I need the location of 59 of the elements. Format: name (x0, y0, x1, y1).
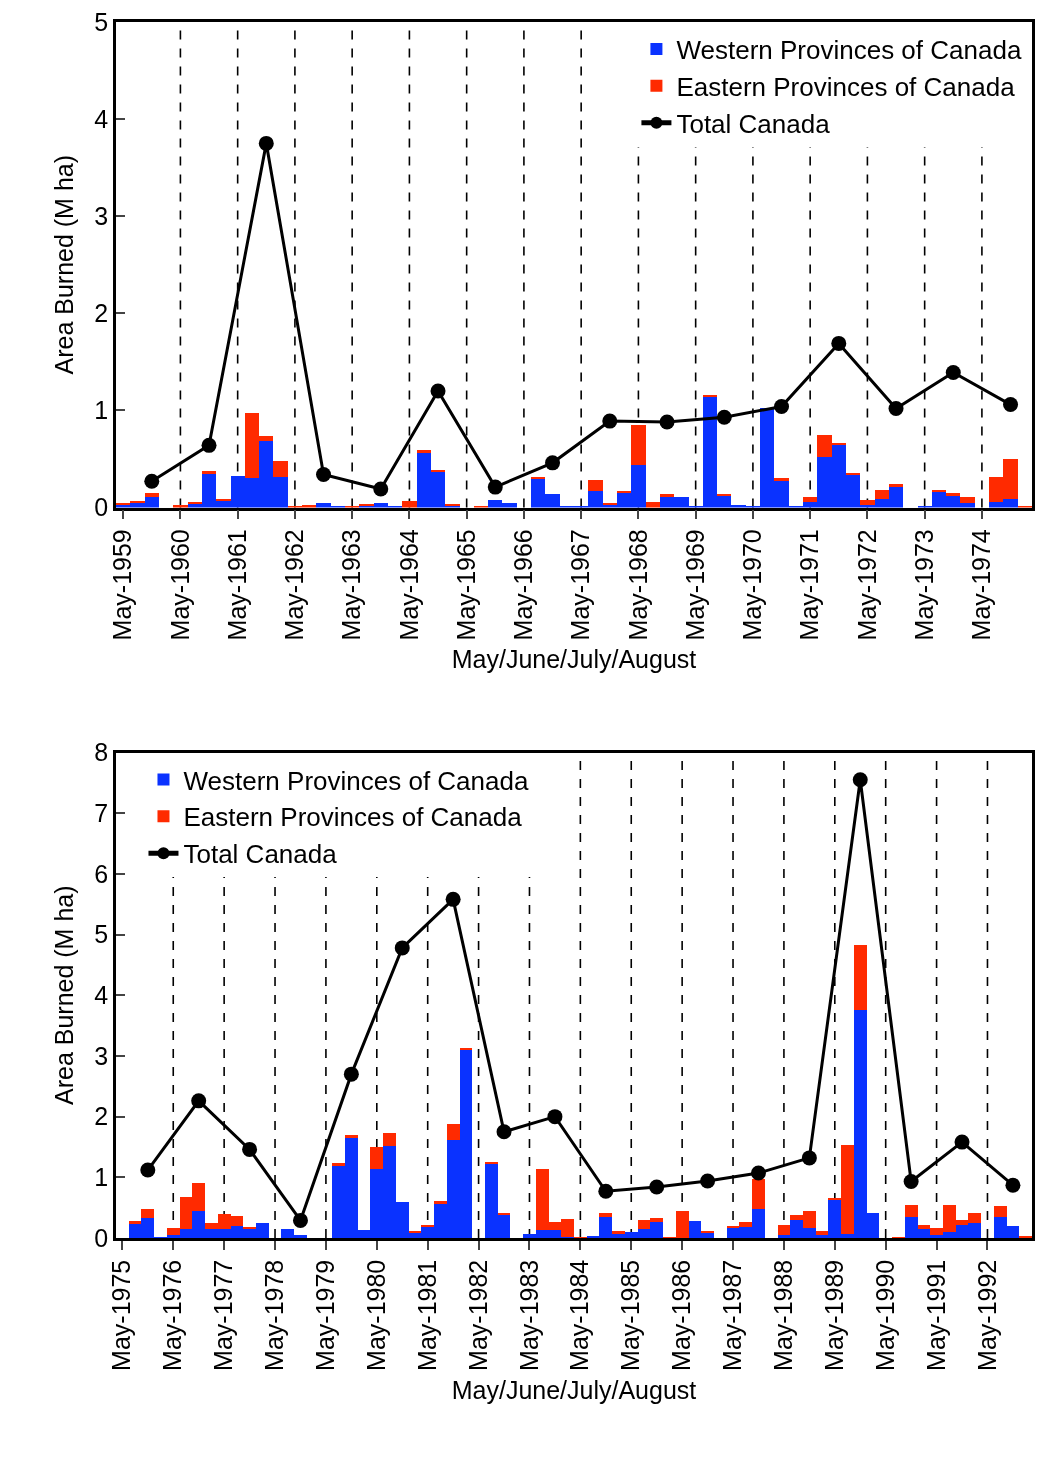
x-tick-label: May-1970 (738, 529, 767, 641)
y-tick-label: 8 (94, 738, 109, 767)
x-tick-label: May-1960 (165, 529, 194, 641)
y-tick-label: 0 (94, 1223, 109, 1252)
x-tick-label: May-1966 (509, 529, 538, 641)
x-tick-label: May-1983 (514, 1259, 543, 1371)
legend-label: Total Canada (183, 839, 338, 870)
x-tick-label: May-1971 (795, 529, 824, 641)
x-tick-label: May-1987 (718, 1259, 747, 1371)
y-tick-label: 3 (94, 1041, 109, 1070)
legend-label: Western Provinces of Canada (183, 765, 529, 796)
y-axis-title: Area Burned (M ha) (50, 885, 79, 1106)
legend-label: Eastern Provinces of Canada (676, 71, 1016, 102)
x-tick-label: May-1980 (361, 1259, 390, 1371)
x-tick-label: May-1978 (260, 1259, 289, 1371)
x-tick-label: May-1968 (623, 529, 652, 641)
x-tick-label: May-1988 (769, 1259, 798, 1371)
x-tick-label: May-1963 (337, 529, 366, 641)
y-tick-label: 1 (94, 396, 109, 425)
x-tick-label: May-1979 (311, 1259, 340, 1371)
y-tick-label: 7 (94, 798, 109, 827)
x-tick-label: May-1985 (616, 1259, 645, 1371)
x-tick-label: May-1989 (819, 1259, 848, 1371)
y-tick-label: 0 (94, 493, 109, 522)
x-tick-label: May-1967 (566, 529, 595, 641)
x-tick-label: May-1974 (967, 529, 996, 641)
x-tick-label: May-1965 (451, 529, 480, 641)
legend-label: Total Canada (676, 108, 831, 139)
x-axis-title: May/June/July/August (451, 1375, 697, 1404)
x-tick-label: May-1972 (852, 529, 881, 641)
x-tick-label: May-1975 (107, 1259, 136, 1371)
y-tick-label: 2 (94, 1102, 109, 1131)
x-tick-label: May-1959 (108, 529, 137, 641)
y-tick-label: 1 (94, 1163, 109, 1192)
y-tick-label: 4 (94, 104, 109, 133)
y-axis-title: Area Burned (M ha) (50, 154, 79, 375)
x-tick-label: May-1976 (158, 1259, 187, 1371)
x-tick-label: May-1990 (870, 1259, 899, 1371)
legend-label: Western Provinces of Canada (676, 35, 1022, 66)
x-tick-label: May-1973 (909, 529, 938, 641)
x-axis-title: May/June/July/August (451, 645, 697, 674)
x-tick-label: May-1962 (280, 529, 309, 641)
x-tick-label: May-1986 (667, 1259, 696, 1371)
legend-label: Eastern Provinces of Canada (183, 802, 523, 833)
x-tick-label: May-1992 (972, 1259, 1001, 1371)
x-tick-label: May-1991 (921, 1259, 950, 1371)
x-tick-label: May-1961 (222, 529, 251, 641)
y-tick-label: 4 (94, 981, 109, 1009)
x-tick-label: May-1969 (680, 529, 709, 641)
y-tick-label: 6 (94, 859, 109, 888)
y-tick-label: 5 (94, 7, 109, 36)
x-tick-label: May-1964 (394, 529, 423, 641)
x-tick-label: May-1977 (209, 1259, 238, 1371)
x-tick-label: May-1984 (565, 1259, 594, 1371)
y-tick-label: 3 (94, 201, 109, 230)
y-tick-label: 5 (94, 920, 109, 949)
x-tick-label: May-1981 (412, 1259, 441, 1371)
y-tick-label: 2 (94, 299, 109, 328)
x-tick-label: May-1982 (463, 1259, 492, 1371)
